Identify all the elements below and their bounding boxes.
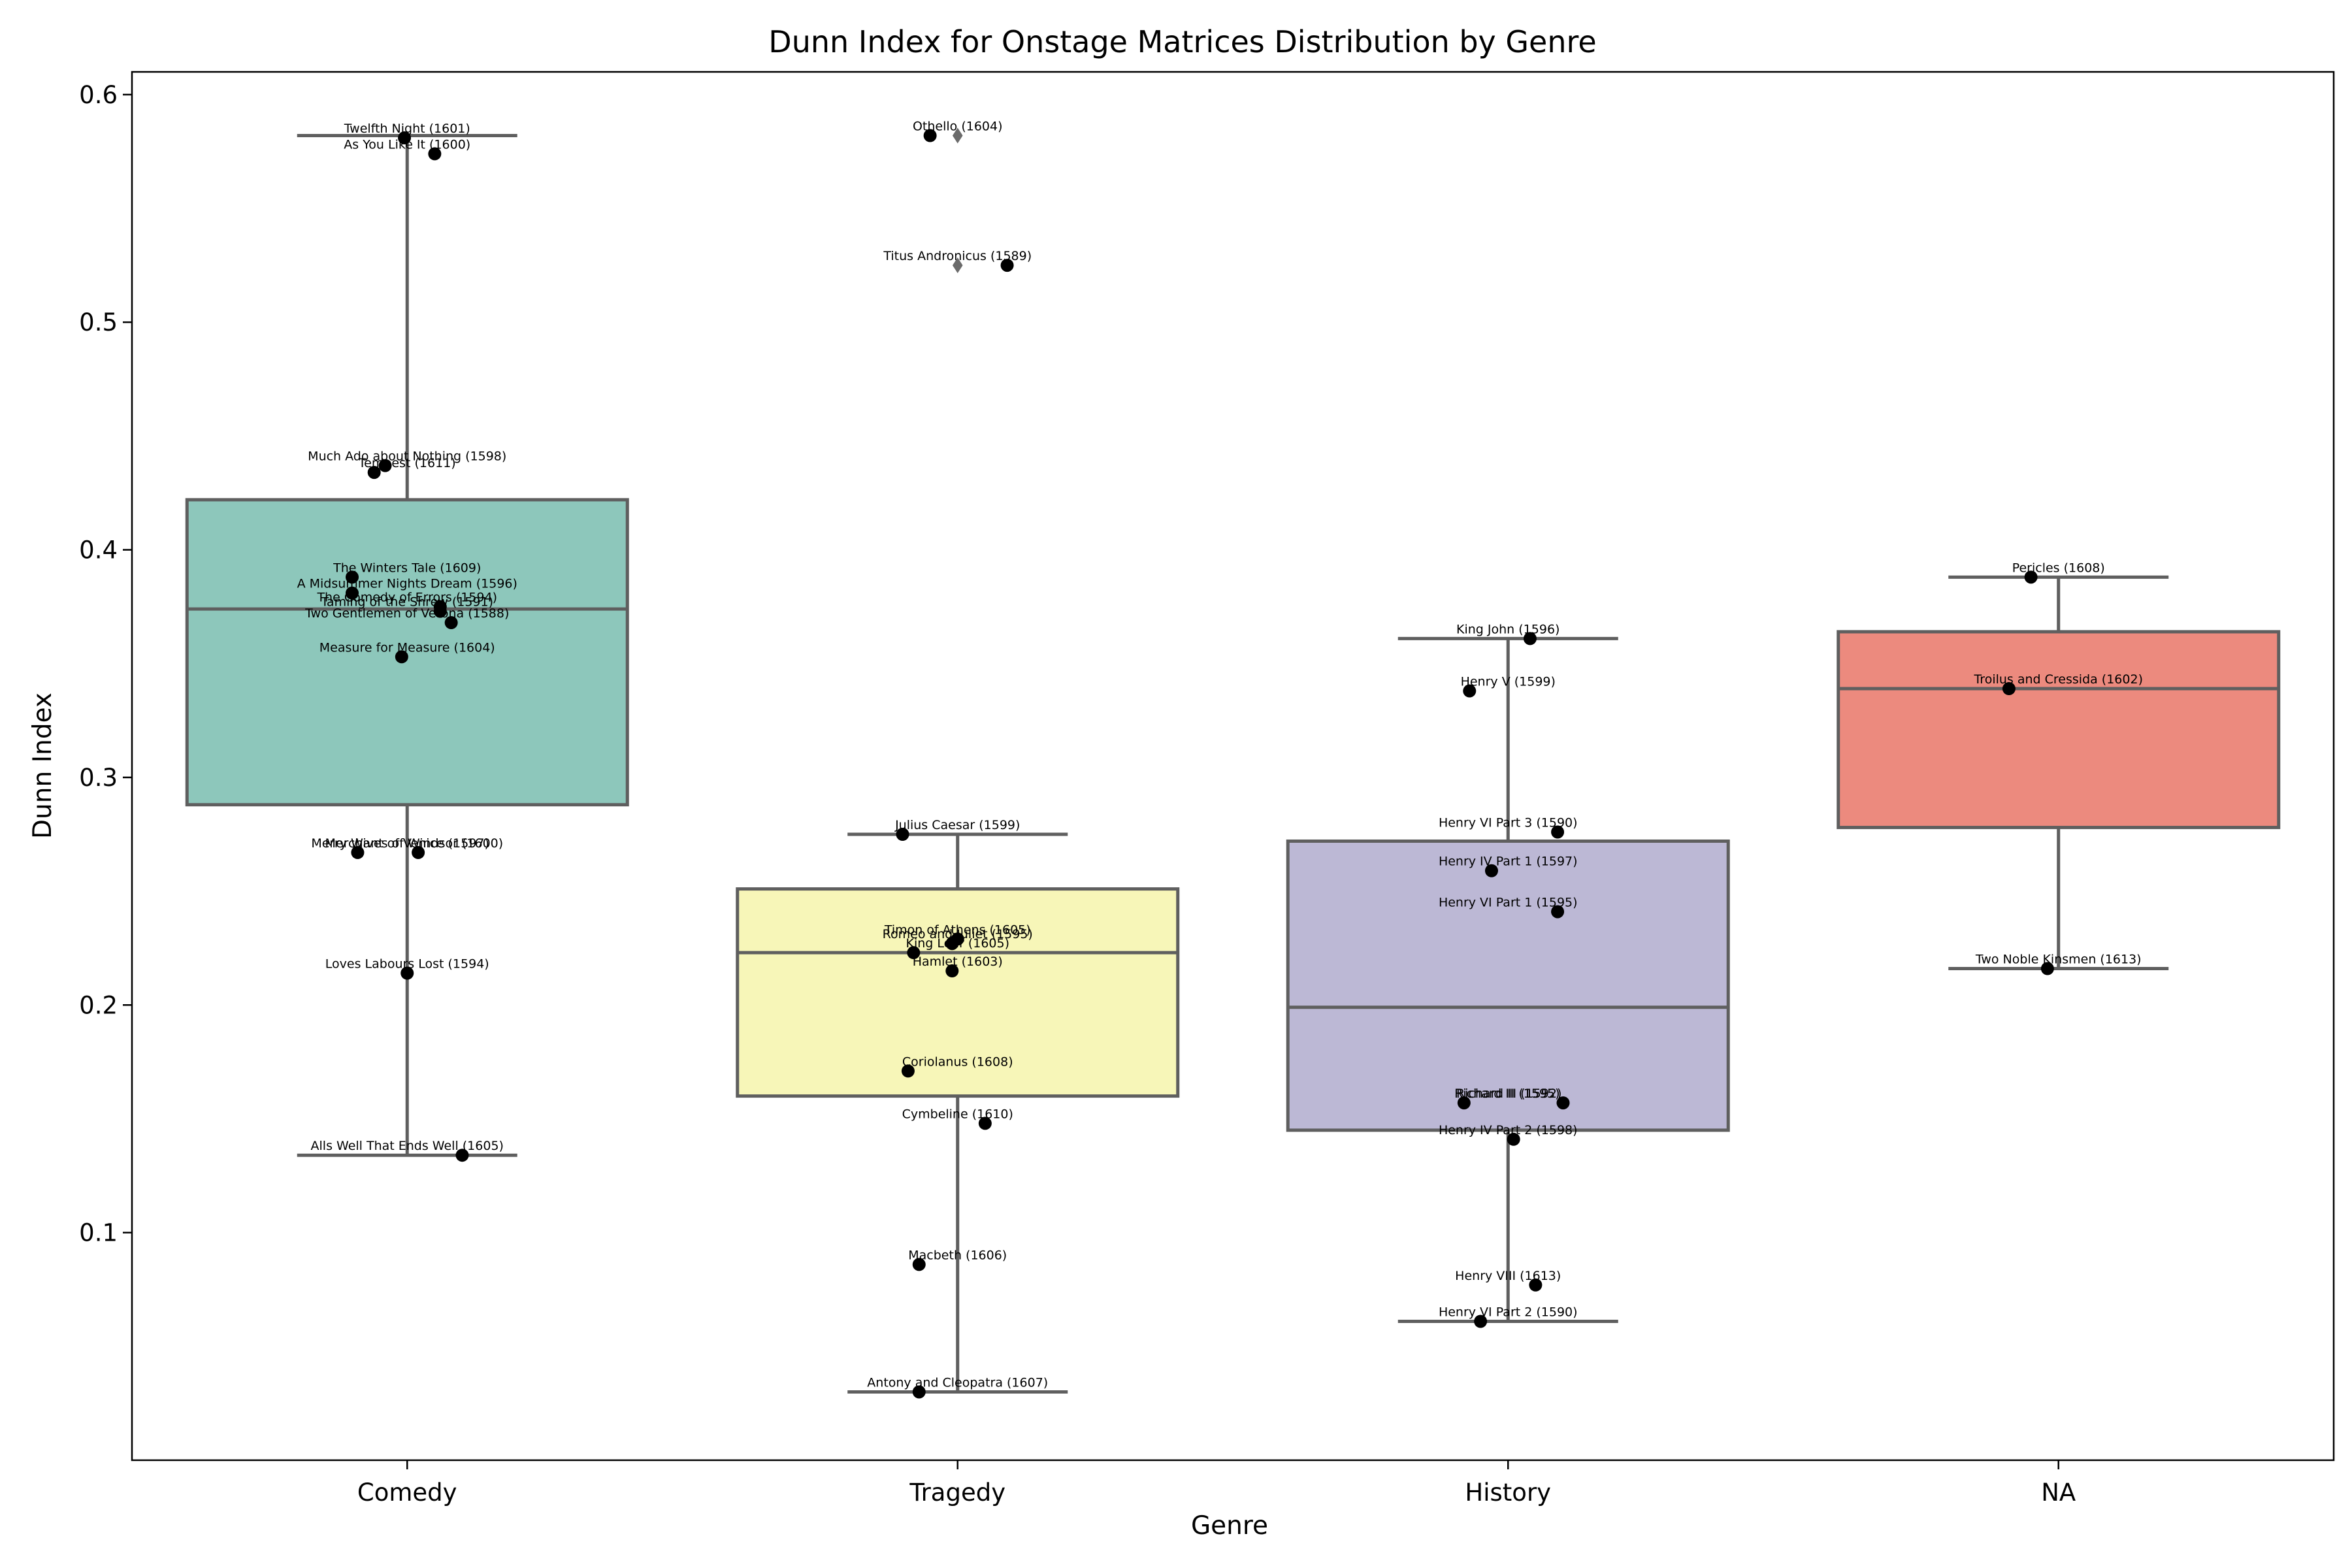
point-label-henry-iv-part-2-1598: Henry IV Part 2 (1598) bbox=[1439, 1123, 1578, 1137]
data-point-taming-of-the-shrew-1591 bbox=[433, 604, 447, 618]
point-label-macbeth-1606: Macbeth (1606) bbox=[908, 1248, 1007, 1262]
point-label-titus-andronicus-1589: Titus Andronicus (1589) bbox=[883, 249, 1032, 263]
y-tick-label: 0.3 bbox=[79, 764, 118, 792]
data-point-merry-wives-of-windsor-1600 bbox=[351, 845, 365, 859]
data-point-alls-well-that-ends-well-1605 bbox=[455, 1149, 469, 1162]
data-point-romeo-and-juliet-1595 bbox=[945, 937, 959, 951]
data-point-two-gentlemen-of-verona-1588 bbox=[444, 616, 458, 630]
data-point-richard-ii-1595 bbox=[1457, 1096, 1471, 1110]
data-point-henry-vi-part-1-1595 bbox=[1551, 905, 1565, 919]
point-label-henry-vi-part-2-1590: Henry VI Part 2 (1590) bbox=[1439, 1305, 1578, 1320]
point-label-taming-of-the-shrew-1591: Taming of the Shrew (1591) bbox=[320, 595, 493, 610]
data-point-two-noble-kinsmen-1613 bbox=[2040, 962, 2054, 975]
point-label-merry-wives-of-windsor-1600: Merry Wives of Windsor (1600) bbox=[311, 836, 503, 851]
point-label-troilus-and-cressida-1602: Troilus and Cressida (1602) bbox=[1973, 672, 2143, 687]
x-tick-label-na: NA bbox=[2041, 1478, 2076, 1507]
data-point-othello-1604 bbox=[923, 129, 937, 142]
axes: 0.1 0.2 0.3 0.4 0.5 0.6 Comedy Tragedy History NA bbox=[79, 81, 2076, 1507]
data-point-henry-v-1599 bbox=[1463, 684, 1477, 698]
data-point-hamlet-1603 bbox=[945, 964, 959, 978]
point-label-henry-viii-1613: Henry VIII (1613) bbox=[1455, 1269, 1561, 1283]
data-point-a-midsummer-nights-dream-1596 bbox=[346, 586, 359, 600]
point-label-two-gentlemen-of-verona-1588: Two Gentlemen of Verona (1588) bbox=[304, 606, 509, 621]
plot-frame bbox=[131, 71, 2335, 1462]
data-point-tempest-1611 bbox=[367, 466, 381, 480]
outlier-marker-tragedy-1 bbox=[952, 127, 963, 144]
point-label-henry-vi-part-3-1590: Henry VI Part 3 (1590) bbox=[1439, 816, 1578, 830]
x-axis-label: Genre bbox=[1191, 1511, 1268, 1541]
point-label-julius-caesar-1599: Julius Caesar (1599) bbox=[894, 818, 1020, 832]
point-label-the-winters-tale-1609: The Winters Tale (1609) bbox=[333, 561, 481, 575]
data-point-henry-vi-part-3-1590 bbox=[1551, 825, 1565, 839]
point-label-cymbeline-1610: Cymbeline (1610) bbox=[902, 1107, 1013, 1121]
point-label-king-lear-1605: King Lear (1605) bbox=[906, 936, 1010, 951]
data-point-henry-iv-part-1-1597 bbox=[1484, 864, 1498, 877]
data-point-king-lear-1605 bbox=[907, 946, 921, 960]
point-label-the-comedy-of-errors-1594: The Comedy of Errors (1594) bbox=[316, 591, 497, 605]
data-point-pericles-1608 bbox=[2024, 570, 2038, 584]
point-label-antony-and-cleopatra-1607: Antony and Cleopatra (1607) bbox=[867, 1375, 1048, 1390]
point-label-othello-1604: Othello (1604) bbox=[913, 120, 1003, 134]
point-label-a-midsummer-nights-dream-1596: A Midsummer Nights Dream (1596) bbox=[297, 577, 517, 591]
point-label-measure-for-measure-1604: Measure for Measure (1604) bbox=[319, 640, 495, 655]
point-label-richard-iii-1592: Richard III (1592) bbox=[1454, 1086, 1561, 1101]
point-label-timon-of-athens-1605: Timon of Athens (1605) bbox=[884, 923, 1031, 937]
point-label-tempest-1611: Tempest (1611) bbox=[358, 456, 456, 470]
data-point-antony-and-cleopatra-1607 bbox=[912, 1385, 926, 1399]
point-label-twelfth-night-1601: Twelfth Night (1601) bbox=[344, 122, 470, 136]
data-point-as-you-like-it-1600 bbox=[428, 147, 442, 161]
data-point-twelfth-night-1601 bbox=[398, 131, 412, 145]
data-point-richard-iii-1592 bbox=[1556, 1096, 1570, 1110]
data-point-merchant-of-venice-1597 bbox=[412, 845, 425, 859]
data-point-cymbeline-1610 bbox=[978, 1117, 992, 1130]
chart-title: Dunn Index for Onstage Matrices Distribu… bbox=[768, 24, 1596, 59]
y-tick-label: 0.6 bbox=[79, 81, 118, 109]
point-label-much-ado-about-nothing-1598: Much Ado about Nothing (1598) bbox=[308, 449, 506, 464]
y-axis-label: Dunn Index bbox=[28, 693, 57, 839]
box-na bbox=[1837, 630, 2281, 830]
point-label-henry-vi-part-1-1595: Henry VI Part 1 (1595) bbox=[1439, 895, 1578, 909]
data-point-much-ado-about-nothing-1598 bbox=[378, 459, 392, 472]
point-label-as-you-like-it-1600: As You Like It (1600) bbox=[344, 137, 470, 152]
point-label-merchant-of-venice-1597: Merchant of Venice (1597) bbox=[325, 836, 489, 851]
point-label-henry-iv-part-1-1597: Henry IV Part 1 (1597) bbox=[1439, 855, 1578, 869]
box-comedy bbox=[185, 498, 629, 807]
point-label-alls-well-that-ends-well-1605: Alls Well That Ends Well (1605) bbox=[311, 1139, 504, 1153]
point-label-romeo-and-juliet-1595: Romeo and Juliet (1595) bbox=[883, 927, 1033, 941]
data-point-henry-vi-part-2-1590 bbox=[1474, 1315, 1488, 1328]
data-point-titus-andronicus-1589 bbox=[1000, 259, 1014, 272]
y-tick-label: 0.1 bbox=[79, 1219, 118, 1247]
data-point-coriolanus-1608 bbox=[901, 1064, 915, 1078]
point-label-henry-v-1599: Henry V (1599) bbox=[1461, 675, 1556, 689]
data-point-the-winters-tale-1609 bbox=[346, 570, 359, 584]
y-tick-label: 0.5 bbox=[79, 308, 118, 336]
data-point-loves-labours-lost-1594 bbox=[400, 966, 414, 980]
x-tick-label-history: History bbox=[1465, 1478, 1551, 1507]
y-tick-label: 0.2 bbox=[79, 991, 118, 1019]
point-label-hamlet-1603: Hamlet (1603) bbox=[913, 955, 1003, 969]
x-tick-label-comedy: Comedy bbox=[357, 1478, 457, 1507]
data-point-henry-viii-1613 bbox=[1529, 1278, 1543, 1292]
point-label-richard-ii-1595: Richard II (1595) bbox=[1456, 1086, 1560, 1101]
point-label-king-john-1596: King John (1596) bbox=[1456, 622, 1560, 636]
data-point-measure-for-measure-1604 bbox=[395, 650, 408, 664]
y-tick-label: 0.4 bbox=[79, 536, 118, 564]
data-point-king-john-1596 bbox=[1523, 632, 1537, 645]
x-tick-label-tragedy: Tragedy bbox=[909, 1478, 1005, 1507]
point-label-coriolanus-1608: Coriolanus (1608) bbox=[902, 1054, 1013, 1069]
point-label-pericles-1608: Pericles (1608) bbox=[2012, 561, 2105, 575]
data-point-henry-iv-part-2-1598 bbox=[1507, 1132, 1520, 1146]
outlier-marker-tragedy-2 bbox=[952, 257, 963, 274]
data-point-macbeth-1606 bbox=[912, 1258, 926, 1271]
box-tragedy bbox=[736, 887, 1180, 1098]
data-point-julius-caesar-1599 bbox=[896, 828, 909, 841]
plot-area: Twelfth Night (1601)As You Like It (1600… bbox=[185, 120, 2281, 1399]
point-label-two-noble-kinsmen-1613: Two Noble Kinsmen (1613) bbox=[1975, 953, 2142, 967]
data-point-troilus-and-cressida-1602 bbox=[2002, 682, 2016, 696]
point-label-loves-labours-lost-1594: Loves Labours Lost (1594) bbox=[325, 957, 489, 972]
box-history bbox=[1286, 839, 1730, 1132]
